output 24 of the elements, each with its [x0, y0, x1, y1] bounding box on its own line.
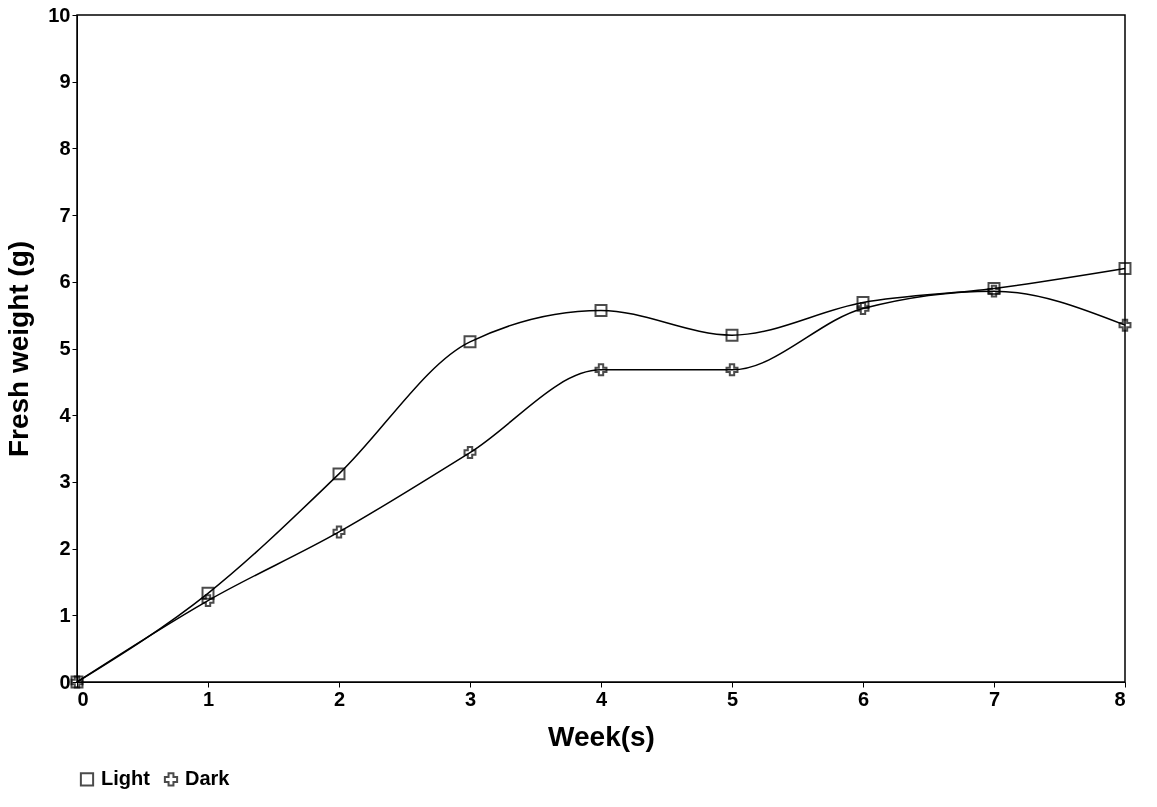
- y-tick-label: 4: [59, 403, 72, 426]
- x-tick-label: 5: [726, 687, 739, 710]
- legend-label: Dark: [185, 767, 231, 790]
- x-tick-label: 1: [202, 687, 215, 710]
- y-tick-label: 6: [59, 270, 71, 293]
- y-tick-label: 1: [59, 603, 71, 626]
- y-tick-label: 9: [59, 70, 71, 93]
- y-tick-label: 8: [59, 136, 71, 159]
- y-tick-label: 10: [48, 3, 71, 26]
- x-axis-title: Week(s): [548, 720, 655, 752]
- y-axis-title: Fresh weight (g): [3, 240, 35, 458]
- x-tick-label: 3: [464, 687, 477, 710]
- x-tick-label: 4: [595, 687, 608, 710]
- y-tick-label: 3: [59, 470, 71, 493]
- y-tick-label: 7: [59, 203, 71, 226]
- x-tick-label: 2: [333, 687, 346, 710]
- legend-label: Light: [101, 767, 151, 790]
- x-tick-label: 6: [857, 687, 870, 710]
- x-tick-label: 0: [77, 687, 89, 710]
- x-tick-label: 8: [1114, 687, 1126, 710]
- y-tick-label: 0: [59, 670, 71, 693]
- y-tick-label: 2: [59, 537, 71, 560]
- y-tick-label: 5: [59, 337, 71, 359]
- x-tick-label: 7: [988, 687, 1001, 710]
